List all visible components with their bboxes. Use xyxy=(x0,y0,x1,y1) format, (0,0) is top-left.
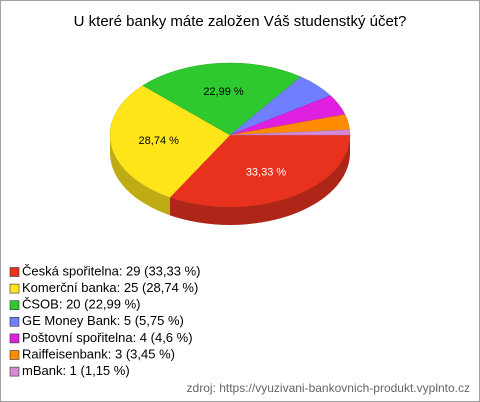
legend-swatch xyxy=(9,283,20,294)
legend-label: Komerční banka: 25 (28,74 %) xyxy=(22,280,198,295)
legend-swatch xyxy=(9,267,20,277)
source: zdroj: https://vyuzivani-bankovnich-prod… xyxy=(187,381,470,395)
pie-side xyxy=(110,135,170,216)
legend-swatch xyxy=(9,366,20,377)
chart-title: U které banky máte založen Váš studenstk… xyxy=(74,13,407,30)
legend-swatch xyxy=(9,316,20,327)
legend-label: mBank: 1 (1,15 %) xyxy=(22,363,130,378)
legend-label: ČSOB: 20 (22,99 %) xyxy=(22,297,141,312)
legend-label: Raiffeisenbank: 3 (3,45 %) xyxy=(22,346,175,361)
legend-swatch xyxy=(9,350,20,360)
legend-label: Poštovní spořitelna: 4 (4,6 %) xyxy=(22,330,193,345)
pie-slice xyxy=(109,85,231,198)
legend-swatch xyxy=(9,300,20,311)
slice-label: 33,33 % xyxy=(246,166,287,178)
legend-swatch xyxy=(9,333,20,344)
legend-label: Česká spořitelna: 29 (33,33 %) xyxy=(22,263,200,278)
slice-label: 28,74 % xyxy=(139,135,180,147)
pie-slice xyxy=(142,62,302,136)
pie-slice xyxy=(229,129,351,136)
legend-label: GE Money Bank: 5 (5,75 %) xyxy=(22,313,184,328)
slice-label: 22,99 % xyxy=(203,86,244,98)
pie-side xyxy=(170,135,350,225)
pie-slice xyxy=(169,134,351,208)
